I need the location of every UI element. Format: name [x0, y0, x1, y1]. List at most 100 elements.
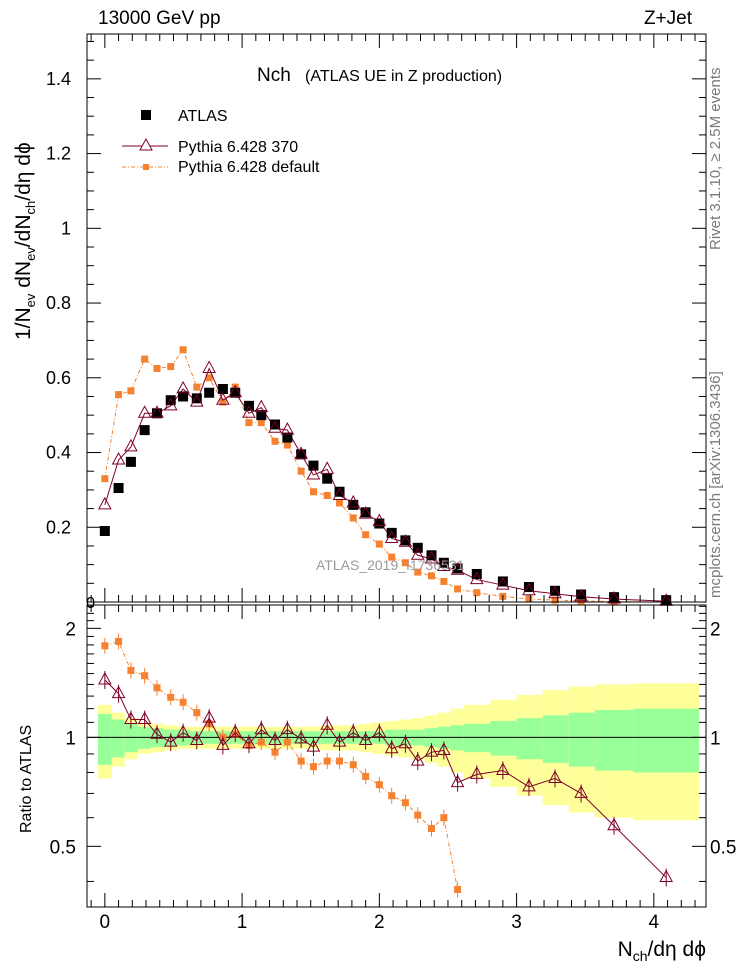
p370-point	[320, 461, 335, 474]
atlas-point	[308, 460, 319, 471]
ratio-default-point	[283, 738, 291, 746]
default-point	[245, 419, 253, 427]
ratio-p370-point	[150, 726, 164, 739]
ratio-default-point	[323, 757, 331, 765]
p370-point	[280, 422, 295, 435]
main-y-tick-label: 0.2	[46, 517, 71, 537]
green-band-segment	[594, 709, 634, 771]
p370-point	[437, 558, 451, 571]
atlas-point	[282, 432, 293, 443]
main-y-tick-label: 1	[61, 218, 71, 238]
main-y-tick-label: 0.8	[46, 293, 71, 313]
x-axis-label: Nch/dη dϕ	[618, 938, 706, 964]
default-point	[141, 355, 149, 363]
main-y-tick-label: 0.4	[46, 443, 71, 463]
default-point	[271, 437, 279, 445]
green-band-segment	[463, 723, 491, 753]
main-y-zero-label: 0	[86, 595, 95, 612]
main-x-ticks	[90, 34, 696, 602]
analysis-watermark: ATLAS_2019_I1736531	[316, 557, 465, 573]
ratio-default-point	[454, 886, 462, 894]
ratio-p370-point	[163, 734, 178, 747]
green-band-segment	[542, 715, 569, 763]
p370-point	[410, 547, 425, 560]
p370-point	[469, 571, 484, 585]
ratio-p370-point	[659, 869, 674, 883]
p370-point	[496, 577, 510, 590]
ratio-p370-point	[189, 732, 204, 746]
p370-point	[242, 405, 256, 418]
p370-point	[254, 399, 269, 413]
green-band-segment	[516, 718, 543, 760]
green-band-segment	[568, 712, 595, 767]
ratio-default-point	[440, 814, 448, 822]
atlas-point	[230, 387, 241, 398]
default-point	[153, 364, 161, 372]
ratio-p370-point	[574, 785, 588, 798]
default-point	[127, 387, 135, 395]
default-point	[309, 488, 317, 496]
ratio-default-point	[127, 666, 135, 674]
p370-point	[202, 360, 216, 373]
atlas-point	[471, 568, 482, 579]
p370-point	[150, 405, 164, 418]
p370-point	[424, 550, 439, 564]
default-point	[551, 596, 559, 604]
x-tick-label: 4	[649, 912, 660, 933]
ratio-default-point	[179, 698, 187, 706]
default-series-line	[104, 348, 667, 603]
ratio-p370-point	[124, 711, 138, 725]
default-point	[414, 568, 422, 576]
ratio-p370-point	[320, 717, 335, 730]
atlas-point	[334, 486, 345, 497]
default-point	[115, 391, 123, 399]
default-point	[323, 492, 331, 499]
default-point	[179, 346, 187, 354]
green-band-segment	[97, 714, 112, 765]
process-label: Z+Jet	[643, 8, 692, 29]
atlas-point	[661, 595, 672, 606]
ratio-p370-point	[242, 735, 256, 749]
default-point	[219, 398, 227, 406]
main-y-tick-label: 0.6	[46, 368, 71, 388]
p370-point	[346, 494, 361, 508]
default-point	[101, 475, 109, 483]
ratio-default-point	[388, 792, 396, 800]
ratio-p370-point	[398, 735, 413, 749]
p370-point	[372, 513, 387, 527]
atlas-point	[426, 550, 437, 561]
p370-point	[137, 405, 152, 418]
atlas-point	[550, 585, 561, 596]
atlas-point	[165, 395, 176, 406]
ratio-default-point	[427, 825, 435, 833]
p370-point	[607, 590, 621, 604]
ratio-y-tick-label: 0.5	[50, 837, 76, 858]
atlas-point	[270, 419, 281, 430]
ratio-data-layer	[98, 633, 674, 898]
ratio-default-point	[309, 763, 317, 771]
ratio-frame	[86, 604, 707, 908]
p370-point	[358, 506, 373, 519]
default-point	[167, 363, 175, 371]
ratio-p370-point	[346, 724, 361, 738]
ratio-default-point	[167, 693, 175, 701]
ratio-p370-point	[332, 734, 347, 747]
ratio-default-point	[271, 748, 279, 756]
default-point	[257, 419, 265, 427]
atlas-point	[523, 582, 534, 593]
legend-pythia370-label: Pythia 6.428 370	[178, 139, 298, 156]
ratio-p370-point	[358, 732, 373, 746]
atlas-point	[576, 589, 587, 600]
atlas-point	[191, 393, 202, 404]
ratio-p370-point	[111, 685, 126, 699]
green-band-segment	[490, 720, 517, 756]
ratio-default-point	[141, 672, 149, 680]
ratio-y-tick-label: 2	[65, 619, 76, 640]
atlas-point	[386, 527, 397, 538]
default-point	[440, 577, 448, 585]
ratio-default-point	[375, 781, 383, 789]
ratio-default-point	[153, 684, 161, 692]
atlas-point	[151, 408, 162, 419]
p370-point	[294, 446, 308, 459]
